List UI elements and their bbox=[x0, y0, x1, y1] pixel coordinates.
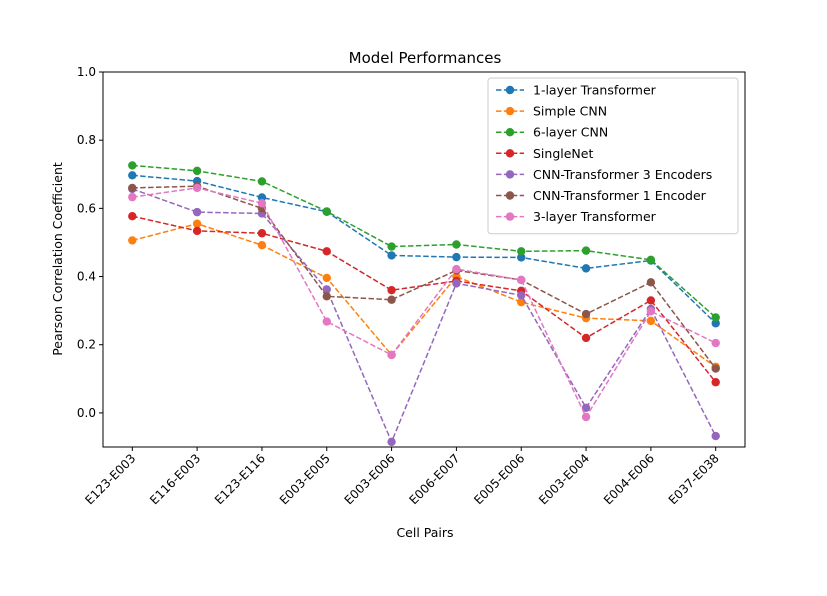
data-point bbox=[646, 307, 656, 316]
data-point bbox=[581, 309, 591, 319]
legend-label: CNN-Transformer 3 Encoders bbox=[533, 167, 712, 182]
data-point bbox=[128, 171, 137, 180]
data-point bbox=[452, 264, 461, 274]
data-point bbox=[517, 291, 526, 300]
data-point bbox=[517, 253, 526, 262]
data-point bbox=[711, 319, 720, 328]
data-point bbox=[192, 207, 202, 217]
legend-marker bbox=[505, 85, 515, 95]
data-point bbox=[646, 255, 656, 265]
series-line bbox=[132, 164, 717, 319]
legend-item: 1-layer Transformer bbox=[496, 83, 657, 98]
y-tick-label: 0.6 bbox=[77, 201, 96, 215]
y-tick-label: 0.0 bbox=[77, 406, 96, 420]
data-point bbox=[192, 226, 202, 236]
series-line bbox=[132, 215, 717, 383]
data-point bbox=[322, 247, 331, 256]
legend-marker bbox=[505, 106, 515, 116]
legend-label: CNN-Transformer 1 Encoder bbox=[533, 188, 707, 203]
data-point bbox=[711, 338, 720, 348]
data-point bbox=[711, 378, 720, 387]
legend-label: SingleNet bbox=[533, 146, 593, 161]
data-point bbox=[581, 246, 591, 255]
legend-marker bbox=[505, 170, 515, 179]
y-axis-title: Pearson Correlation Coefficient bbox=[50, 162, 65, 356]
data-point bbox=[257, 177, 267, 186]
y-tick-label: 1.0 bbox=[77, 65, 96, 79]
legend-label: 1-layer Transformer bbox=[533, 83, 657, 98]
data-point bbox=[257, 193, 267, 202]
data-point bbox=[646, 296, 656, 305]
data-point bbox=[581, 264, 591, 273]
data-point bbox=[192, 166, 202, 176]
data-point bbox=[387, 350, 396, 360]
legend-item: 3-layer Transformer bbox=[496, 209, 657, 224]
data-point bbox=[581, 333, 591, 343]
y-tick-label: 0.8 bbox=[77, 133, 96, 147]
x-axis-title: Cell Pairs bbox=[396, 525, 453, 540]
data-point bbox=[192, 183, 202, 193]
legend-label: 6-layer CNN bbox=[533, 125, 608, 140]
series-2 bbox=[128, 161, 720, 322]
legend-label: Simple CNN bbox=[533, 104, 607, 119]
data-point bbox=[128, 192, 137, 202]
y-tick-label: 0.4 bbox=[77, 270, 96, 284]
data-point bbox=[322, 285, 331, 294]
series-line bbox=[132, 185, 717, 370]
series-6 bbox=[128, 183, 720, 422]
series-line bbox=[132, 188, 717, 444]
legend-label: 3-layer Transformer bbox=[533, 209, 657, 224]
data-point bbox=[387, 437, 396, 447]
data-point bbox=[128, 161, 137, 170]
chart-title: Model Performances bbox=[349, 49, 502, 67]
data-point bbox=[322, 292, 331, 301]
legend-item: SingleNet bbox=[496, 146, 593, 161]
legend-item: 6-layer CNN bbox=[496, 125, 608, 140]
series-layer bbox=[128, 161, 720, 447]
legend: 1-layer Transformer Simple CNN 6-layer CNN… bbox=[487, 77, 739, 235]
data-point bbox=[711, 431, 720, 441]
legend-item: CNN-Transformer 3 Encoders bbox=[496, 167, 712, 182]
legend-item: CNN-Transformer 1 Encoder bbox=[496, 188, 707, 203]
legend-marker bbox=[505, 191, 515, 200]
data-point bbox=[711, 364, 720, 373]
data-point bbox=[257, 199, 267, 208]
series-line bbox=[132, 187, 717, 419]
data-point bbox=[128, 212, 137, 221]
data-point bbox=[387, 242, 396, 251]
legend-marker bbox=[505, 128, 515, 137]
data-point bbox=[711, 313, 720, 322]
data-point bbox=[257, 229, 267, 238]
data-point bbox=[452, 240, 461, 249]
legend-marker bbox=[505, 149, 515, 158]
data-point bbox=[128, 183, 137, 193]
data-point bbox=[581, 403, 591, 412]
data-point bbox=[322, 207, 331, 216]
legend-box bbox=[487, 77, 739, 235]
legend-marker bbox=[505, 212, 515, 221]
data-point bbox=[387, 295, 396, 304]
y-axis: 0.0 0.2 0.4 0.6 0.8 1.0 bbox=[77, 65, 103, 420]
data-point bbox=[517, 275, 526, 285]
data-point bbox=[387, 285, 396, 295]
data-point bbox=[322, 317, 331, 326]
data-point bbox=[128, 236, 137, 245]
plot-frame bbox=[102, 71, 746, 448]
legend-item: Simple CNN bbox=[496, 104, 607, 119]
data-point bbox=[581, 412, 591, 422]
data-point bbox=[517, 247, 526, 256]
y-tick-label: 0.2 bbox=[77, 338, 96, 352]
data-point bbox=[257, 240, 267, 250]
data-point bbox=[452, 252, 461, 262]
series-line bbox=[132, 174, 717, 324]
data-point bbox=[646, 278, 656, 287]
data-point bbox=[387, 251, 396, 260]
data-point bbox=[646, 316, 656, 326]
data-point bbox=[322, 273, 331, 283]
data-point bbox=[452, 279, 461, 288]
data-point bbox=[192, 219, 202, 228]
